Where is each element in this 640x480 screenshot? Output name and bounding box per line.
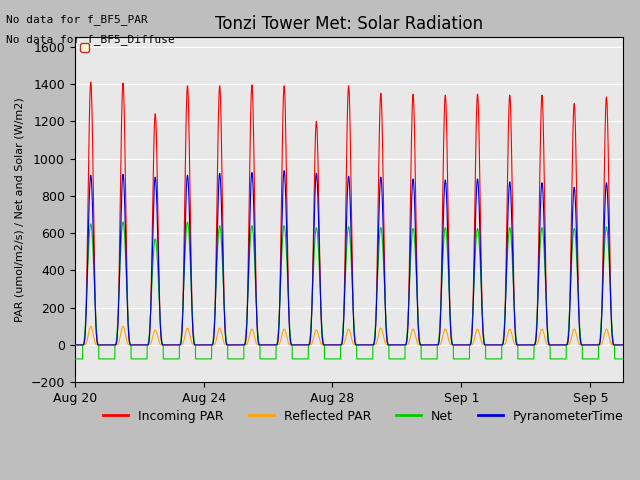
Text: No data for f_BF5_Diffuse: No data for f_BF5_Diffuse [6,34,175,45]
Y-axis label: PAR (umol/m2/s) / Net and Solar (W/m2): PAR (umol/m2/s) / Net and Solar (W/m2) [15,97,25,322]
Title: Tonzi Tower Met: Solar Radiation: Tonzi Tower Met: Solar Radiation [214,15,483,33]
Legend: Incoming PAR, Reflected PAR, Net, Pyranometer: Incoming PAR, Reflected PAR, Net, Pyrano… [98,405,599,428]
Text: No data for f_BF5_PAR: No data for f_BF5_PAR [6,14,148,25]
X-axis label: Time: Time [592,410,623,423]
